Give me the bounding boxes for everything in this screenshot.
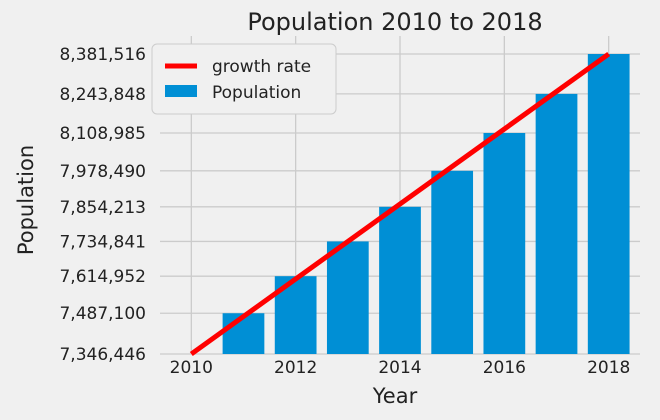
- lines: [189, 51, 611, 357]
- y-tick-labels: 7,346,446 7,487,100 7,614,952 7,734,841 7,85…: [59, 45, 146, 365]
- y-tick-label: 7,978,490: [59, 162, 146, 182]
- bar-2013: [326, 241, 369, 354]
- legend: growth rate Population: [151, 43, 337, 115]
- chart-title: Population 2010 to 2018: [247, 8, 542, 36]
- y-tick-label: 8,381,516: [59, 45, 146, 65]
- legend-box: [151, 43, 337, 115]
- x-tick-label: 2018: [587, 358, 630, 378]
- y-tick-label: 7,734,841: [59, 232, 146, 252]
- y-axis-label: Population: [14, 145, 38, 255]
- x-axis-label: Year: [372, 384, 418, 408]
- bar-2016: [483, 132, 526, 354]
- x-tick-label: 2014: [378, 358, 421, 378]
- y-tick-label: 7,614,952: [59, 267, 146, 287]
- x-tick-label: 2012: [274, 358, 317, 378]
- legend-label-population: Population: [212, 83, 301, 103]
- growth-rate-line: [189, 51, 611, 357]
- y-tick-label: 7,487,100: [59, 304, 146, 324]
- x-tick-label: 2016: [483, 358, 526, 378]
- y-tick-label: 8,108,985: [59, 124, 146, 144]
- legend-label-growth-rate: growth rate: [212, 57, 311, 77]
- bar-2017: [535, 93, 578, 355]
- x-tick-label: 2010: [170, 358, 213, 378]
- x-tick-labels: 2010 2012 2014 2016 2018: [170, 358, 631, 378]
- y-tick-label: 7,854,213: [59, 198, 146, 218]
- y-tick-label: 7,346,446: [59, 345, 146, 365]
- bar-2011: [222, 313, 265, 354]
- bar-2015: [431, 170, 474, 354]
- bars: [222, 54, 630, 355]
- bar-2018: [587, 54, 630, 354]
- legend-bar-swatch: [165, 85, 197, 97]
- y-tick-label: 8,243,848: [59, 85, 146, 105]
- bar-2014: [379, 206, 421, 354]
